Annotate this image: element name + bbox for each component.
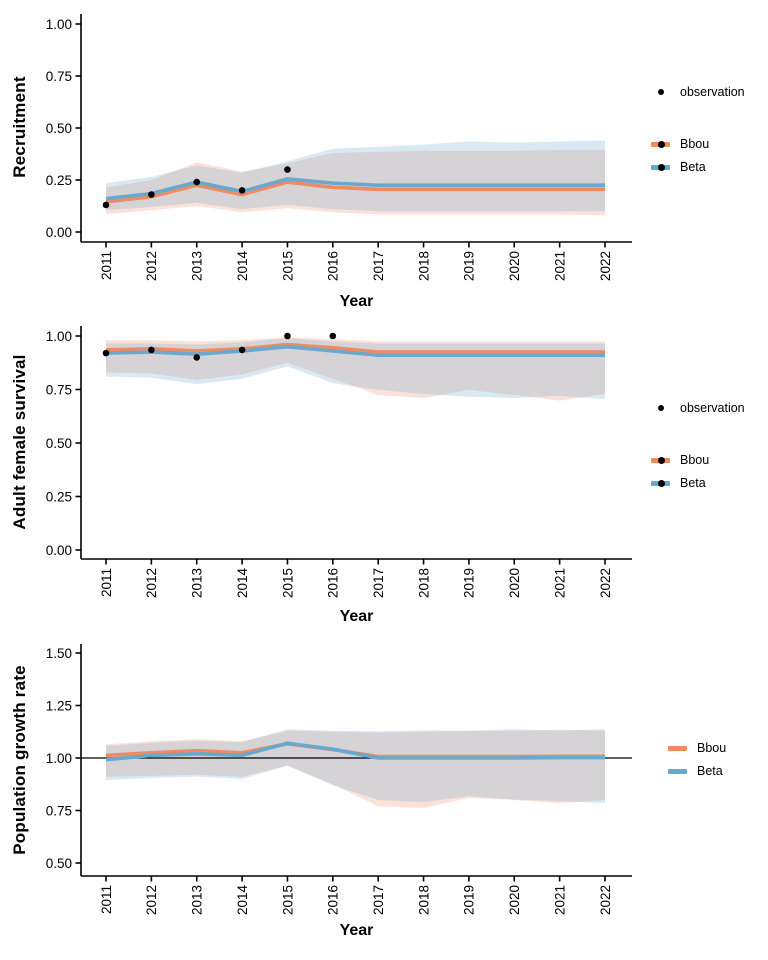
- svg-text:2021: 2021: [552, 885, 567, 915]
- svg-text:2022: 2022: [598, 885, 613, 915]
- svg-text:2018: 2018: [416, 251, 431, 281]
- legend: observation Bbou Beta: [650, 81, 745, 178]
- svg-text:1.00: 1.00: [46, 329, 72, 344]
- svg-text:2012: 2012: [144, 568, 159, 598]
- population-growth-rate-chart: 0.50 0.75 1.00 1.25 1.50 2011 2012 2013 2014 2015…: [0, 640, 768, 960]
- svg-text:1.00: 1.00: [46, 751, 72, 766]
- legend-label: Beta: [680, 476, 706, 490]
- legend-entry-beta: Beta: [667, 760, 726, 782]
- svg-text:2014: 2014: [235, 568, 250, 599]
- x-axis-title: Year: [339, 608, 374, 625]
- legend-label: Beta: [680, 160, 706, 174]
- y-axis-title: Population growth rate: [10, 665, 29, 855]
- svg-text:1.25: 1.25: [46, 698, 72, 713]
- legend-label: observation: [680, 401, 745, 415]
- recruitment-plot: 0.00 0.25 0.50 0.75 1.00 2011 2012 2013 2014 2015…: [46, 14, 632, 282]
- legend-entry-beta: Beta: [650, 156, 745, 178]
- y-axis-title: Recruitment: [10, 76, 29, 178]
- svg-text:2022: 2022: [598, 568, 613, 598]
- beta-ribbon-key-icon: [650, 156, 672, 178]
- svg-text:2020: 2020: [507, 568, 522, 598]
- svg-text:2015: 2015: [280, 885, 295, 915]
- svg-text:2014: 2014: [235, 251, 250, 282]
- svg-text:2017: 2017: [371, 568, 386, 598]
- svg-text:1.00: 1.00: [46, 17, 72, 32]
- y-axis-title: Adult female survival: [10, 354, 29, 530]
- svg-text:2019: 2019: [462, 251, 477, 281]
- svg-text:0.00: 0.00: [46, 543, 72, 558]
- svg-text:2012: 2012: [144, 251, 159, 281]
- observation-point-icon: [650, 81, 672, 103]
- svg-text:0.00: 0.00: [46, 225, 72, 240]
- legend-label: observation: [680, 85, 745, 99]
- svg-text:2022: 2022: [598, 251, 613, 281]
- bbou-ribbon-key-icon: [667, 737, 689, 759]
- population-growth-rate-plot: 0.50 0.75 1.00 1.25 1.50 2011 2012 2013 2014 2015…: [46, 644, 632, 916]
- legend: Bbou Beta: [667, 737, 726, 782]
- svg-text:2011: 2011: [99, 251, 114, 280]
- recruitment-chart: 0.00 0.25 0.50 0.75 1.00 2011 2012 2013 2014 2015…: [0, 0, 768, 320]
- legend-entry-observation: observation: [650, 81, 745, 103]
- svg-text:2018: 2018: [416, 885, 431, 915]
- svg-text:0.50: 0.50: [46, 436, 72, 451]
- svg-text:2020: 2020: [507, 251, 522, 281]
- bbou-ribbon-key-icon: [650, 133, 672, 155]
- svg-text:0.25: 0.25: [46, 489, 72, 504]
- svg-text:2019: 2019: [462, 568, 477, 598]
- legend-entry-beta: Beta: [650, 472, 745, 494]
- svg-text:2016: 2016: [326, 251, 341, 281]
- svg-text:2016: 2016: [326, 885, 341, 915]
- svg-text:0.75: 0.75: [46, 69, 72, 84]
- svg-text:2012: 2012: [144, 885, 159, 915]
- svg-text:2015: 2015: [280, 251, 295, 281]
- svg-text:2016: 2016: [326, 568, 341, 598]
- svg-text:2015: 2015: [280, 568, 295, 598]
- svg-text:2021: 2021: [552, 251, 567, 281]
- svg-text:2013: 2013: [190, 885, 205, 915]
- svg-text:2011: 2011: [99, 568, 114, 597]
- adult-female-survival-chart: 0.00 0.25 0.50 0.75 1.00 2011 2012 2013 2014 2015…: [0, 320, 768, 640]
- svg-text:2019: 2019: [462, 885, 477, 915]
- beta-ribbon-key-icon: [667, 760, 689, 782]
- observation-point-icon: [650, 397, 672, 419]
- svg-text:0.25: 0.25: [46, 173, 72, 188]
- svg-text:2013: 2013: [190, 251, 205, 281]
- legend: observation Bbou Beta: [650, 397, 745, 494]
- bbou-ribbon-key-icon: [650, 449, 672, 471]
- svg-text:0.75: 0.75: [46, 382, 72, 397]
- legend-label: Bbou: [697, 741, 727, 755]
- svg-text:0.75: 0.75: [46, 803, 72, 818]
- legend-entry-bbou: Bbou: [650, 133, 745, 155]
- legend-label: Bbou: [680, 453, 710, 467]
- x-axis-title: Year: [339, 293, 374, 310]
- svg-text:2017: 2017: [371, 885, 386, 915]
- svg-text:0.50: 0.50: [46, 856, 72, 871]
- legend-label: Beta: [697, 764, 723, 778]
- svg-text:2013: 2013: [190, 568, 205, 598]
- svg-text:2011: 2011: [99, 885, 114, 914]
- legend-entry-bbou: Bbou: [650, 449, 745, 471]
- legend-entry-observation: observation: [650, 397, 745, 419]
- svg-text:2018: 2018: [416, 568, 431, 598]
- svg-text:2021: 2021: [552, 568, 567, 598]
- svg-text:2014: 2014: [235, 885, 250, 916]
- svg-text:1.50: 1.50: [46, 646, 72, 661]
- adult-female-survival-plot: 0.00 0.25 0.50 0.75 1.00 2011 2012 2013 2014 2015…: [46, 326, 632, 599]
- svg-text:2020: 2020: [507, 885, 522, 915]
- x-axis-title: Year: [339, 922, 374, 939]
- legend-entry-bbou: Bbou: [667, 737, 726, 759]
- beta-ribbon-key-icon: [650, 472, 672, 494]
- svg-text:0.50: 0.50: [46, 121, 72, 136]
- legend-label: Bbou: [680, 137, 710, 151]
- svg-text:2017: 2017: [371, 251, 386, 281]
